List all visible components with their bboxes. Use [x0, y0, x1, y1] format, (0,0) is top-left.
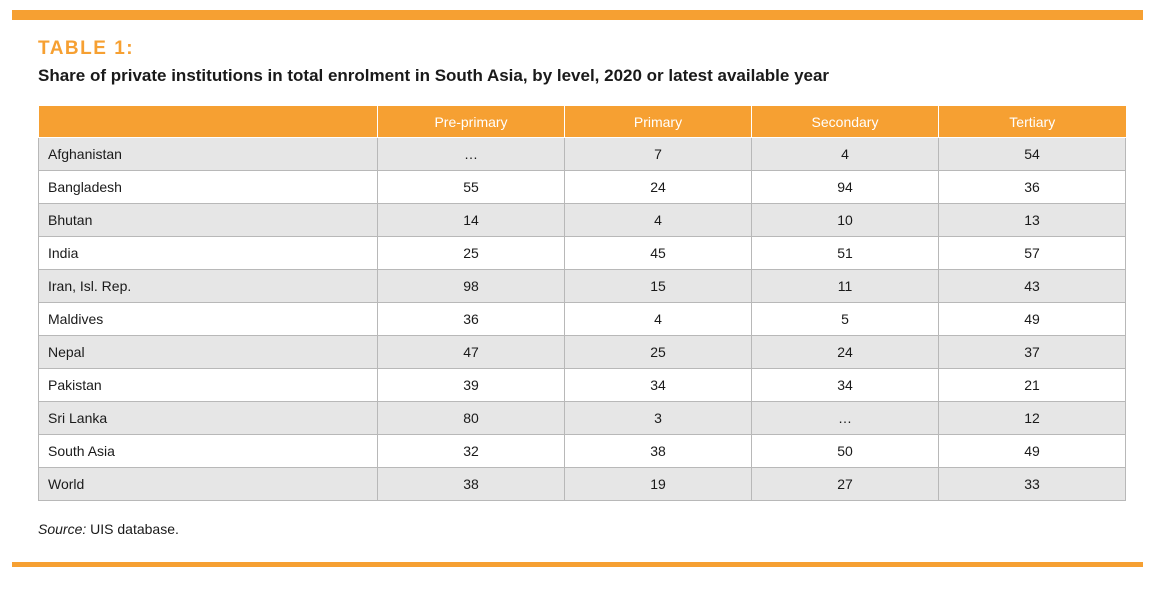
- tertiary-cell: 54: [938, 137, 1126, 171]
- primary-cell: 7: [564, 137, 752, 171]
- primary-cell: 4: [564, 203, 752, 237]
- enrolment-table: Pre-primary Primary Secondary Tertiary A…: [38, 106, 1126, 501]
- primary-cell: 25: [564, 335, 752, 369]
- source-text: UIS database.: [86, 521, 179, 537]
- tertiary-cell: 36: [938, 170, 1126, 204]
- country-cell: World: [38, 467, 378, 501]
- table-number-label: TABLE 1:: [38, 38, 135, 59]
- pre-primary-cell: …: [377, 137, 565, 171]
- table-row: Iran, Isl. Rep. 98 15 11 43: [38, 269, 1126, 303]
- pre-primary-cell: 38: [377, 467, 565, 501]
- country-cell: Maldives: [38, 302, 378, 336]
- primary-cell: 38: [564, 434, 752, 468]
- country-cell: Afghanistan: [38, 137, 378, 171]
- primary-cell: 4: [564, 302, 752, 336]
- table-title: Share of private institutions in total e…: [38, 66, 830, 85]
- bottom-accent-rule: [12, 562, 1143, 567]
- country-cell: Bhutan: [38, 203, 378, 237]
- country-cell: Bangladesh: [38, 170, 378, 204]
- secondary-cell: 51: [751, 236, 939, 270]
- tertiary-cell: 21: [938, 368, 1126, 402]
- table-row: Bangladesh 55 24 94 36: [38, 170, 1126, 204]
- tertiary-cell: 13: [938, 203, 1126, 237]
- primary-cell: 34: [564, 368, 752, 402]
- table-row: Sri Lanka 80 3 … 12: [38, 401, 1126, 435]
- pre-primary-cell: 14: [377, 203, 565, 237]
- secondary-cell: 50: [751, 434, 939, 468]
- column-header-tertiary: Tertiary: [938, 106, 1126, 138]
- source-label: Source:: [38, 521, 87, 537]
- table-header-row: Pre-primary Primary Secondary Tertiary: [38, 106, 1126, 138]
- pre-primary-cell: 25: [377, 236, 565, 270]
- table-row: Bhutan 14 4 10 13: [38, 203, 1126, 237]
- table-row: Pakistan 39 34 34 21: [38, 368, 1126, 402]
- secondary-cell: 27: [751, 467, 939, 501]
- column-header-country: [38, 106, 378, 138]
- tertiary-cell: 49: [938, 302, 1126, 336]
- pre-primary-cell: 32: [377, 434, 565, 468]
- primary-cell: 15: [564, 269, 752, 303]
- table-row: Nepal 47 25 24 37: [38, 335, 1126, 369]
- tertiary-cell: 43: [938, 269, 1126, 303]
- column-header-secondary: Secondary: [751, 106, 939, 138]
- country-cell: Pakistan: [38, 368, 378, 402]
- table-row: World 38 19 27 33: [38, 467, 1126, 501]
- secondary-cell: 34: [751, 368, 939, 402]
- tertiary-cell: 57: [938, 236, 1126, 270]
- pre-primary-cell: 36: [377, 302, 565, 336]
- pre-primary-cell: 39: [377, 368, 565, 402]
- pre-primary-cell: 47: [377, 335, 565, 369]
- primary-cell: 24: [564, 170, 752, 204]
- table-row: Maldives 36 4 5 49: [38, 302, 1126, 336]
- pre-primary-cell: 98: [377, 269, 565, 303]
- secondary-cell: 5: [751, 302, 939, 336]
- secondary-cell: 94: [751, 170, 939, 204]
- secondary-cell: 24: [751, 335, 939, 369]
- tertiary-cell: 12: [938, 401, 1126, 435]
- top-accent-rule: [12, 10, 1143, 20]
- country-cell: Iran, Isl. Rep.: [38, 269, 378, 303]
- table-row: South Asia 32 38 50 49: [38, 434, 1126, 468]
- tertiary-cell: 37: [938, 335, 1126, 369]
- secondary-cell: …: [751, 401, 939, 435]
- primary-cell: 19: [564, 467, 752, 501]
- pre-primary-cell: 80: [377, 401, 565, 435]
- secondary-cell: 11: [751, 269, 939, 303]
- table-row: Afghanistan … 7 4 54: [38, 137, 1126, 171]
- pre-primary-cell: 55: [377, 170, 565, 204]
- column-header-primary: Primary: [564, 106, 752, 138]
- tertiary-cell: 49: [938, 434, 1126, 468]
- column-header-pre-primary: Pre-primary: [377, 106, 565, 138]
- country-cell: India: [38, 236, 378, 270]
- secondary-cell: 10: [751, 203, 939, 237]
- secondary-cell: 4: [751, 137, 939, 171]
- source-note: Source: UIS database.: [38, 521, 179, 537]
- tertiary-cell: 33: [938, 467, 1126, 501]
- country-cell: Sri Lanka: [38, 401, 378, 435]
- table-row: India 25 45 51 57: [38, 236, 1126, 270]
- country-cell: South Asia: [38, 434, 378, 468]
- primary-cell: 3: [564, 401, 752, 435]
- country-cell: Nepal: [38, 335, 378, 369]
- primary-cell: 45: [564, 236, 752, 270]
